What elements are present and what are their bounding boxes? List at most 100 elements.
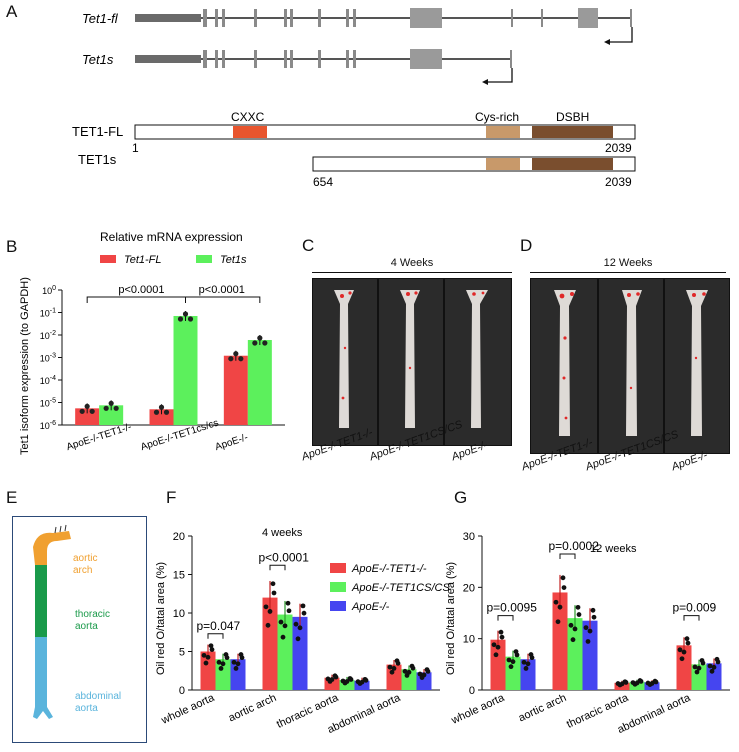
- chart-g-ylabel: Oil red O/tatal area (%): [445, 562, 457, 675]
- s-start-label: 654: [313, 175, 333, 189]
- chart-g-pvalue: p=0.0002: [549, 539, 600, 553]
- chart-g-bar: [644, 682, 660, 690]
- chart-f-point: [270, 581, 276, 587]
- abdominal-aorta-label: abdominal aorta: [75, 691, 121, 714]
- chart-f-point: [220, 661, 226, 667]
- chart-f-point: [421, 672, 427, 678]
- panel-label-e: E: [6, 488, 18, 507]
- chart-g-point: [568, 622, 574, 628]
- chart-b-point: [153, 409, 160, 415]
- chart-b-point: [108, 400, 114, 406]
- chart-b-point: [84, 403, 90, 409]
- chart-f-point: [344, 679, 350, 684]
- panel-e-box: aortic arch thoracic aorta abdominal aorta: [12, 516, 147, 743]
- chart-f-point: [293, 621, 299, 627]
- legend-f-label: ApoE-/-TET1CS/CS: [351, 582, 450, 594]
- aorta-schematic: aortic arch thoracic aorta abdominal aorta: [33, 524, 121, 719]
- chart-f-point: [402, 668, 408, 674]
- chart-g-point: [684, 636, 690, 642]
- chart-b-title: Relative mRNA expression: [100, 230, 243, 244]
- chart-g-point: [495, 644, 501, 650]
- chart-b-point: [103, 405, 109, 411]
- chart-b-ytick-label: 10-3: [40, 353, 56, 364]
- chart-f-point: [363, 677, 369, 683]
- chart-f-point: [209, 647, 215, 652]
- chart-b-xtick-label: ApoE-/-TET1-/-: [65, 422, 133, 453]
- s-end-label: 2039: [605, 175, 632, 189]
- chart-f-point: [359, 679, 365, 685]
- panel-c-title: 4 Weeks: [390, 257, 434, 269]
- chart-f-point: [280, 634, 286, 640]
- panel-label-c: C: [302, 236, 315, 255]
- chart-g-xtick-label: aortic arch: [517, 692, 569, 725]
- chart-f-point: [239, 655, 245, 661]
- chart-g-bar: [582, 620, 598, 690]
- chart-g-xtick-label: whole aorta: [449, 691, 507, 727]
- panel-label-b: B: [6, 237, 18, 256]
- chart-g-point: [575, 604, 581, 610]
- chart-f-bar: [200, 651, 216, 690]
- cys-rich-label: Cys-rich: [475, 110, 519, 124]
- panel-d-header: 12 Weeks: [530, 257, 726, 273]
- panel-f-chart: 0 5 10 15 20 Oil red O/tatal area (%) 4 weeks w…: [155, 527, 450, 736]
- chart-g-ytick-label: 20: [463, 582, 475, 594]
- chart-b-point: [187, 316, 194, 322]
- chart-b-pvalue: p<0.0001: [199, 284, 245, 296]
- chart-g-point: [585, 639, 591, 644]
- chart-f-point: [205, 654, 211, 660]
- chart-f-pvalue: p<0.0001: [259, 550, 310, 564]
- protein-tet1s-label: TET1s: [78, 152, 117, 167]
- chart-g-point: [521, 659, 527, 665]
- chart-g-point: [510, 659, 516, 665]
- chart-g-point: [649, 681, 655, 686]
- chart-g-ytick-label: 0: [469, 685, 475, 697]
- chart-f-point: [297, 625, 303, 631]
- chart-f-point: [201, 652, 207, 658]
- chart-f-point: [218, 666, 224, 671]
- legend-f-label: ApoE-/-TET1-/-: [351, 563, 427, 575]
- chart-g-point: [619, 681, 625, 687]
- legend-f-swatch: [330, 582, 346, 592]
- chart-f-xtick-label: whole aorta: [159, 691, 217, 727]
- chart-g-point: [685, 640, 691, 646]
- transcript-tet1-fl-label: Tet1-fl: [82, 11, 119, 26]
- chart-g-bar: [552, 592, 568, 690]
- chart-g-point: [498, 629, 504, 635]
- chart-f-point: [333, 674, 339, 680]
- panel-b-chart: Relative mRNA expression Tet1-FL Tet1s 100 1…: [19, 230, 285, 455]
- chart-f-point: [395, 660, 401, 666]
- panel-c-aortas: [334, 290, 488, 428]
- chart-g-point: [634, 680, 640, 686]
- cxxc-label: CXXC: [231, 110, 265, 124]
- chart-g-ytick-label: 10: [463, 634, 475, 646]
- chart-b-point: [79, 408, 85, 414]
- chart-f-point: [235, 661, 241, 667]
- chart-g-bar: [614, 682, 630, 690]
- fl-start-label: 1: [132, 141, 139, 155]
- chart-g-point: [583, 625, 589, 631]
- chart-b-ytick-label: 10-2: [40, 330, 56, 341]
- chart-f-point: [208, 643, 214, 649]
- dsbh-domain: [532, 126, 613, 138]
- chart-g-point: [679, 656, 685, 662]
- chart-f-point: [216, 659, 222, 665]
- chart-f-xtick-label: aortic arch: [227, 692, 279, 725]
- chart-f-ytick-label: 15: [173, 570, 185, 582]
- chart-b-point: [238, 356, 244, 362]
- legend-f-swatch: [330, 601, 346, 611]
- chart-g-point: [623, 680, 629, 685]
- tet1-fl-exons: [203, 8, 632, 28]
- chart-g-point: [711, 664, 717, 670]
- chart-f-point: [282, 623, 288, 629]
- chart-g-point: [570, 637, 576, 643]
- chart-f-point: [231, 659, 237, 665]
- chart-b-ytick-label: 100: [42, 285, 56, 296]
- panel-g-chart: 0 10 20 30 Oil red O/tatal area (%) 12 weeks w…: [445, 531, 730, 736]
- chart-g-point: [557, 604, 563, 610]
- chart-g-pvalue: p=0.0095: [487, 601, 538, 615]
- chart-f-point: [286, 608, 292, 614]
- chart-b-bar: [247, 339, 272, 425]
- protein-tet1-fl-label: TET1-FL: [72, 124, 123, 139]
- chart-f-point: [271, 590, 277, 596]
- chart-b-point: [113, 405, 119, 411]
